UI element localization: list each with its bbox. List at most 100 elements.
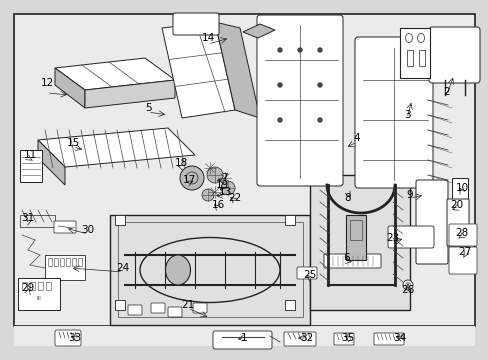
Bar <box>406 50 412 66</box>
Text: 13: 13 <box>218 187 231 197</box>
Polygon shape <box>85 80 175 108</box>
Bar <box>45 255 85 280</box>
FancyBboxPatch shape <box>151 303 164 313</box>
FancyBboxPatch shape <box>446 199 468 246</box>
Text: 24: 24 <box>116 263 129 273</box>
Text: 31: 31 <box>21 213 35 223</box>
Text: III: III <box>37 297 41 302</box>
Text: 29: 29 <box>21 283 35 293</box>
Circle shape <box>206 167 223 183</box>
Text: 10: 10 <box>454 183 468 193</box>
Circle shape <box>278 118 282 122</box>
Text: 28: 28 <box>454 228 468 238</box>
Circle shape <box>202 189 214 201</box>
Polygon shape <box>162 22 235 118</box>
Bar <box>349 220 361 240</box>
Text: 14: 14 <box>201 33 214 43</box>
Text: 8: 8 <box>344 193 350 203</box>
Text: 27: 27 <box>457 247 470 257</box>
Bar <box>60 258 64 266</box>
Polygon shape <box>38 128 195 167</box>
Text: 12: 12 <box>41 78 54 88</box>
Text: 32: 32 <box>300 333 313 343</box>
Text: 19: 19 <box>215 180 228 190</box>
FancyBboxPatch shape <box>193 303 206 313</box>
Bar <box>14 326 474 346</box>
Polygon shape <box>55 68 85 108</box>
Polygon shape <box>38 140 65 185</box>
Bar <box>66 258 70 266</box>
Bar <box>399 28 429 78</box>
Text: 2: 2 <box>443 87 449 97</box>
Text: 5: 5 <box>144 103 151 113</box>
Circle shape <box>278 48 282 52</box>
FancyBboxPatch shape <box>324 254 380 268</box>
Text: 21: 21 <box>181 300 194 310</box>
Bar <box>110 215 309 325</box>
Bar <box>285 215 294 225</box>
Bar <box>48 258 52 266</box>
Bar <box>30 282 35 290</box>
Bar <box>115 215 125 225</box>
Text: 16: 16 <box>211 200 224 210</box>
Text: 11: 11 <box>23 150 37 160</box>
FancyBboxPatch shape <box>173 13 219 35</box>
FancyBboxPatch shape <box>55 330 81 346</box>
FancyBboxPatch shape <box>284 332 315 346</box>
Circle shape <box>297 48 302 52</box>
Text: 18: 18 <box>174 158 187 168</box>
FancyBboxPatch shape <box>168 307 182 317</box>
Bar <box>346 215 365 260</box>
Text: 26: 26 <box>401 285 414 295</box>
Text: 15: 15 <box>66 138 80 148</box>
Bar <box>118 222 303 317</box>
Bar <box>22 282 27 290</box>
FancyBboxPatch shape <box>354 37 432 188</box>
FancyBboxPatch shape <box>387 226 433 248</box>
Bar <box>20 150 42 182</box>
Text: 17: 17 <box>182 175 195 185</box>
FancyBboxPatch shape <box>296 267 316 279</box>
FancyBboxPatch shape <box>448 224 476 246</box>
FancyBboxPatch shape <box>213 331 271 349</box>
Text: 22: 22 <box>228 193 241 203</box>
Bar <box>418 50 424 66</box>
Text: 1: 1 <box>240 333 247 343</box>
Text: 20: 20 <box>449 200 463 210</box>
Bar <box>72 258 76 266</box>
Text: 25: 25 <box>303 270 316 280</box>
Bar <box>115 300 125 310</box>
Bar <box>451 178 467 233</box>
Bar <box>18 278 60 310</box>
Circle shape <box>278 83 282 87</box>
Bar <box>20 215 55 227</box>
Bar <box>14 14 474 326</box>
Ellipse shape <box>165 255 190 285</box>
Circle shape <box>317 118 321 122</box>
Text: 33: 33 <box>68 333 81 343</box>
FancyBboxPatch shape <box>448 247 476 274</box>
Polygon shape <box>243 24 274 38</box>
Text: 23: 23 <box>386 233 399 243</box>
FancyBboxPatch shape <box>415 180 447 264</box>
FancyBboxPatch shape <box>428 27 479 83</box>
FancyBboxPatch shape <box>54 221 76 233</box>
Text: 30: 30 <box>81 225 94 235</box>
Text: 6: 6 <box>343 253 349 263</box>
FancyBboxPatch shape <box>257 15 342 186</box>
Bar <box>38 282 43 290</box>
Circle shape <box>317 48 321 52</box>
Bar <box>309 175 409 310</box>
Circle shape <box>317 83 321 87</box>
Bar <box>46 282 51 290</box>
Polygon shape <box>55 58 175 90</box>
Bar <box>54 258 58 266</box>
Text: 35: 35 <box>341 333 354 343</box>
Text: 7: 7 <box>220 173 227 183</box>
FancyBboxPatch shape <box>373 333 403 345</box>
Bar <box>285 300 294 310</box>
Text: 4: 4 <box>353 133 360 143</box>
Bar <box>78 258 82 266</box>
Text: 34: 34 <box>392 333 406 343</box>
Circle shape <box>402 280 412 290</box>
